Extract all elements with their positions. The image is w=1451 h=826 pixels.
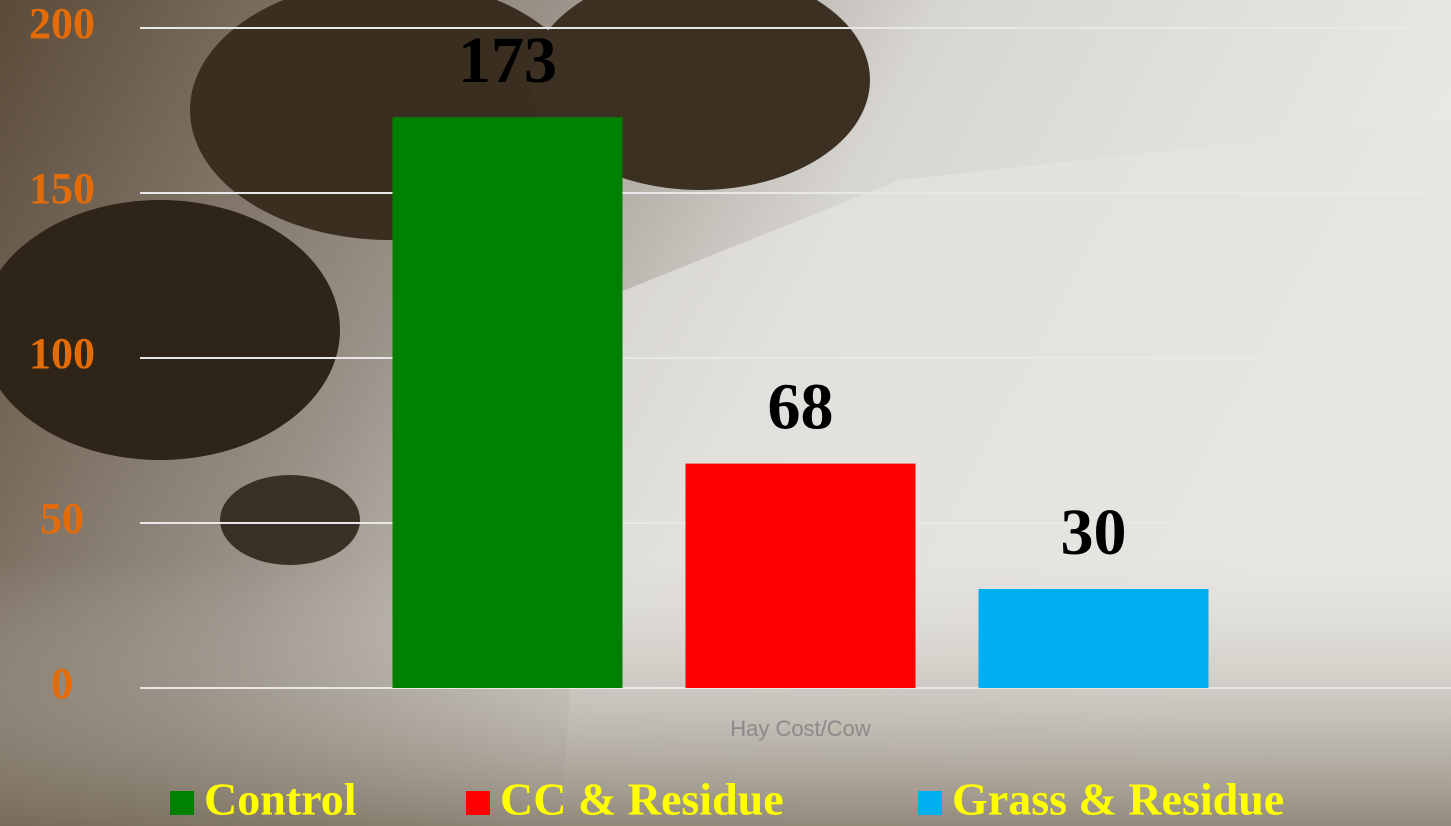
data-label: 68 [768, 371, 834, 444]
x-tick-label: Hay Cost/Cow [730, 716, 871, 741]
bar [978, 589, 1209, 688]
bar [685, 463, 916, 688]
data-label: 173 [458, 24, 557, 97]
legend-marker [918, 791, 942, 815]
legend-label: Grass & Residue [952, 774, 1284, 825]
bar [392, 117, 623, 689]
y-tick-label: 100 [29, 329, 95, 378]
y-tick-label: 0 [51, 659, 73, 708]
legend-label: Control [204, 774, 357, 825]
legend-marker [466, 791, 490, 815]
legend-marker [170, 791, 194, 815]
y-tick-label: 200 [29, 0, 95, 48]
y-tick-label: 150 [29, 164, 95, 213]
y-tick-label: 50 [40, 494, 84, 543]
legend-label: CC & Residue [500, 774, 784, 825]
data-label: 30 [1061, 496, 1127, 569]
